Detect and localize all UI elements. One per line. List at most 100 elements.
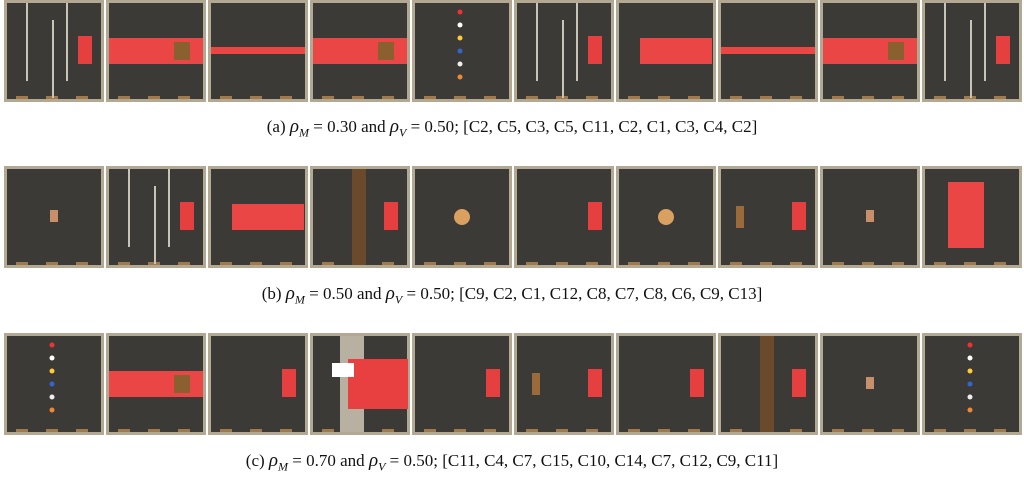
shelf bbox=[832, 429, 844, 432]
red-zone bbox=[211, 47, 305, 54]
shelf bbox=[658, 262, 670, 265]
shelf bbox=[628, 96, 640, 99]
joiner: and bbox=[340, 451, 365, 470]
red-zone bbox=[721, 47, 815, 54]
shelf bbox=[178, 96, 190, 99]
object bbox=[50, 382, 55, 387]
shelf bbox=[730, 429, 742, 432]
shelf bbox=[556, 262, 568, 265]
shelf bbox=[892, 262, 904, 265]
scene-tile bbox=[514, 166, 614, 268]
figure: (a) ρM = 0.30 and ρV = 0.50; [C2, C5, C3… bbox=[0, 0, 1024, 477]
object bbox=[866, 377, 874, 389]
symbol: ρ bbox=[369, 450, 378, 471]
shelf bbox=[382, 262, 394, 265]
scene-tile bbox=[106, 333, 206, 435]
config-list: ; [C2, C5, C3, C5, C11, C2, C1, C3, C4, … bbox=[454, 117, 757, 136]
caption-label: (b) bbox=[262, 284, 282, 303]
wall bbox=[562, 20, 564, 98]
red-zone bbox=[792, 369, 806, 397]
object bbox=[50, 356, 55, 361]
shelf bbox=[46, 429, 58, 432]
symbol: ρ bbox=[386, 283, 395, 304]
red-zone bbox=[348, 359, 408, 409]
value: = 0.50 bbox=[411, 117, 455, 136]
tile-row bbox=[0, 333, 1024, 437]
caption-label: (c) bbox=[246, 451, 265, 470]
shelf bbox=[220, 429, 232, 432]
wall bbox=[576, 3, 578, 81]
scene-tile bbox=[820, 0, 920, 102]
object bbox=[458, 62, 463, 67]
shelf bbox=[862, 429, 874, 432]
shelf bbox=[730, 262, 742, 265]
scene-tile bbox=[820, 166, 920, 268]
shelf bbox=[586, 429, 598, 432]
object bbox=[968, 382, 973, 387]
crate bbox=[736, 206, 744, 228]
crate bbox=[174, 375, 190, 393]
scene-tile bbox=[412, 333, 512, 435]
red-zone bbox=[792, 202, 806, 230]
table bbox=[658, 209, 674, 225]
scene-tile bbox=[310, 166, 410, 268]
shelf bbox=[760, 96, 772, 99]
shelf bbox=[250, 96, 262, 99]
object bbox=[458, 36, 463, 41]
shelf bbox=[148, 429, 160, 432]
object bbox=[968, 343, 973, 348]
shelf bbox=[280, 429, 292, 432]
object bbox=[968, 369, 973, 374]
object bbox=[458, 10, 463, 15]
red-zone bbox=[690, 369, 704, 397]
shelf bbox=[688, 262, 700, 265]
red-zone bbox=[588, 202, 602, 230]
scene-tile bbox=[412, 0, 512, 102]
shelf bbox=[688, 429, 700, 432]
symbol: ρ bbox=[286, 283, 295, 304]
shelf bbox=[730, 96, 742, 99]
wall bbox=[168, 169, 170, 247]
crate bbox=[532, 373, 540, 395]
shelf bbox=[322, 429, 334, 432]
symbol: ρ bbox=[269, 450, 278, 471]
shelf bbox=[892, 429, 904, 432]
wall bbox=[984, 3, 986, 81]
scene-tile bbox=[922, 0, 1022, 102]
object bbox=[50, 343, 55, 348]
scene-tile bbox=[310, 333, 410, 435]
red-zone bbox=[384, 202, 398, 230]
shelf bbox=[526, 429, 538, 432]
shelf bbox=[586, 262, 598, 265]
shelf bbox=[454, 262, 466, 265]
shelf bbox=[790, 262, 802, 265]
shelf bbox=[994, 96, 1006, 99]
scene-tile bbox=[208, 333, 308, 435]
shelf bbox=[118, 262, 130, 265]
wall bbox=[26, 3, 28, 81]
shelf bbox=[76, 96, 88, 99]
symbol: ρ bbox=[290, 116, 299, 137]
subscript: V bbox=[395, 292, 402, 306]
shelf bbox=[16, 429, 28, 432]
wall bbox=[128, 169, 130, 247]
wall bbox=[66, 3, 68, 81]
scene-tile bbox=[922, 166, 1022, 268]
shelf bbox=[556, 429, 568, 432]
shelf bbox=[118, 429, 130, 432]
scene-tile bbox=[616, 166, 716, 268]
scene-tile bbox=[514, 0, 614, 102]
shelf bbox=[628, 429, 640, 432]
shelf bbox=[76, 429, 88, 432]
shelf bbox=[76, 262, 88, 265]
caption: (b) ρM = 0.50 and ρV = 0.50; [C9, C2, C1… bbox=[0, 283, 1024, 307]
crate bbox=[888, 42, 904, 60]
subscript: M bbox=[295, 292, 305, 306]
scene-tile bbox=[922, 333, 1022, 435]
crate bbox=[378, 42, 394, 60]
scene-tile bbox=[208, 0, 308, 102]
shelf bbox=[658, 96, 670, 99]
wall bbox=[52, 20, 54, 98]
shelf bbox=[862, 96, 874, 99]
value: = 0.50 bbox=[390, 451, 434, 470]
